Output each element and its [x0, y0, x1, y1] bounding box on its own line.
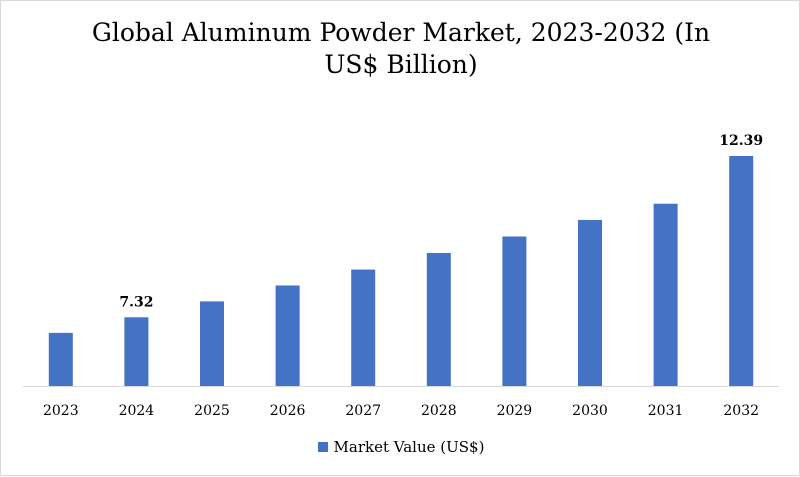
chart-title: Global Aluminum Powder Market, 2023-2032…	[91, 18, 711, 79]
bar-2024	[124, 317, 149, 386]
bar-2025	[200, 301, 224, 386]
bar-2026	[275, 285, 300, 386]
bar-2032	[729, 156, 754, 386]
bar-2029	[502, 236, 527, 386]
x-tick-label: 2025	[194, 403, 230, 419]
legend: Market Value (US$)	[1, 438, 800, 456]
x-tick-label: 2031	[648, 403, 684, 419]
bar-2031	[653, 203, 678, 386]
x-tick-label: 2024	[119, 403, 155, 419]
x-tick-label: 2028	[421, 403, 457, 419]
x-tick-label: 2030	[572, 403, 608, 419]
bar-2027	[351, 269, 376, 386]
x-tick-label: 2027	[345, 403, 381, 419]
data-label: 12.39	[719, 133, 763, 149]
bar-2028	[426, 253, 451, 386]
legend-swatch	[317, 442, 328, 452]
bar-2030	[578, 219, 602, 386]
x-tick-label: 2026	[270, 403, 306, 419]
data-label: 7.32	[119, 294, 153, 310]
legend-label: Market Value (US$)	[333, 438, 485, 456]
bar-2023	[48, 332, 73, 386]
x-tick-label: 2032	[723, 403, 759, 419]
x-tick-label: 2029	[497, 403, 533, 419]
x-tick-label: 2023	[43, 403, 79, 419]
